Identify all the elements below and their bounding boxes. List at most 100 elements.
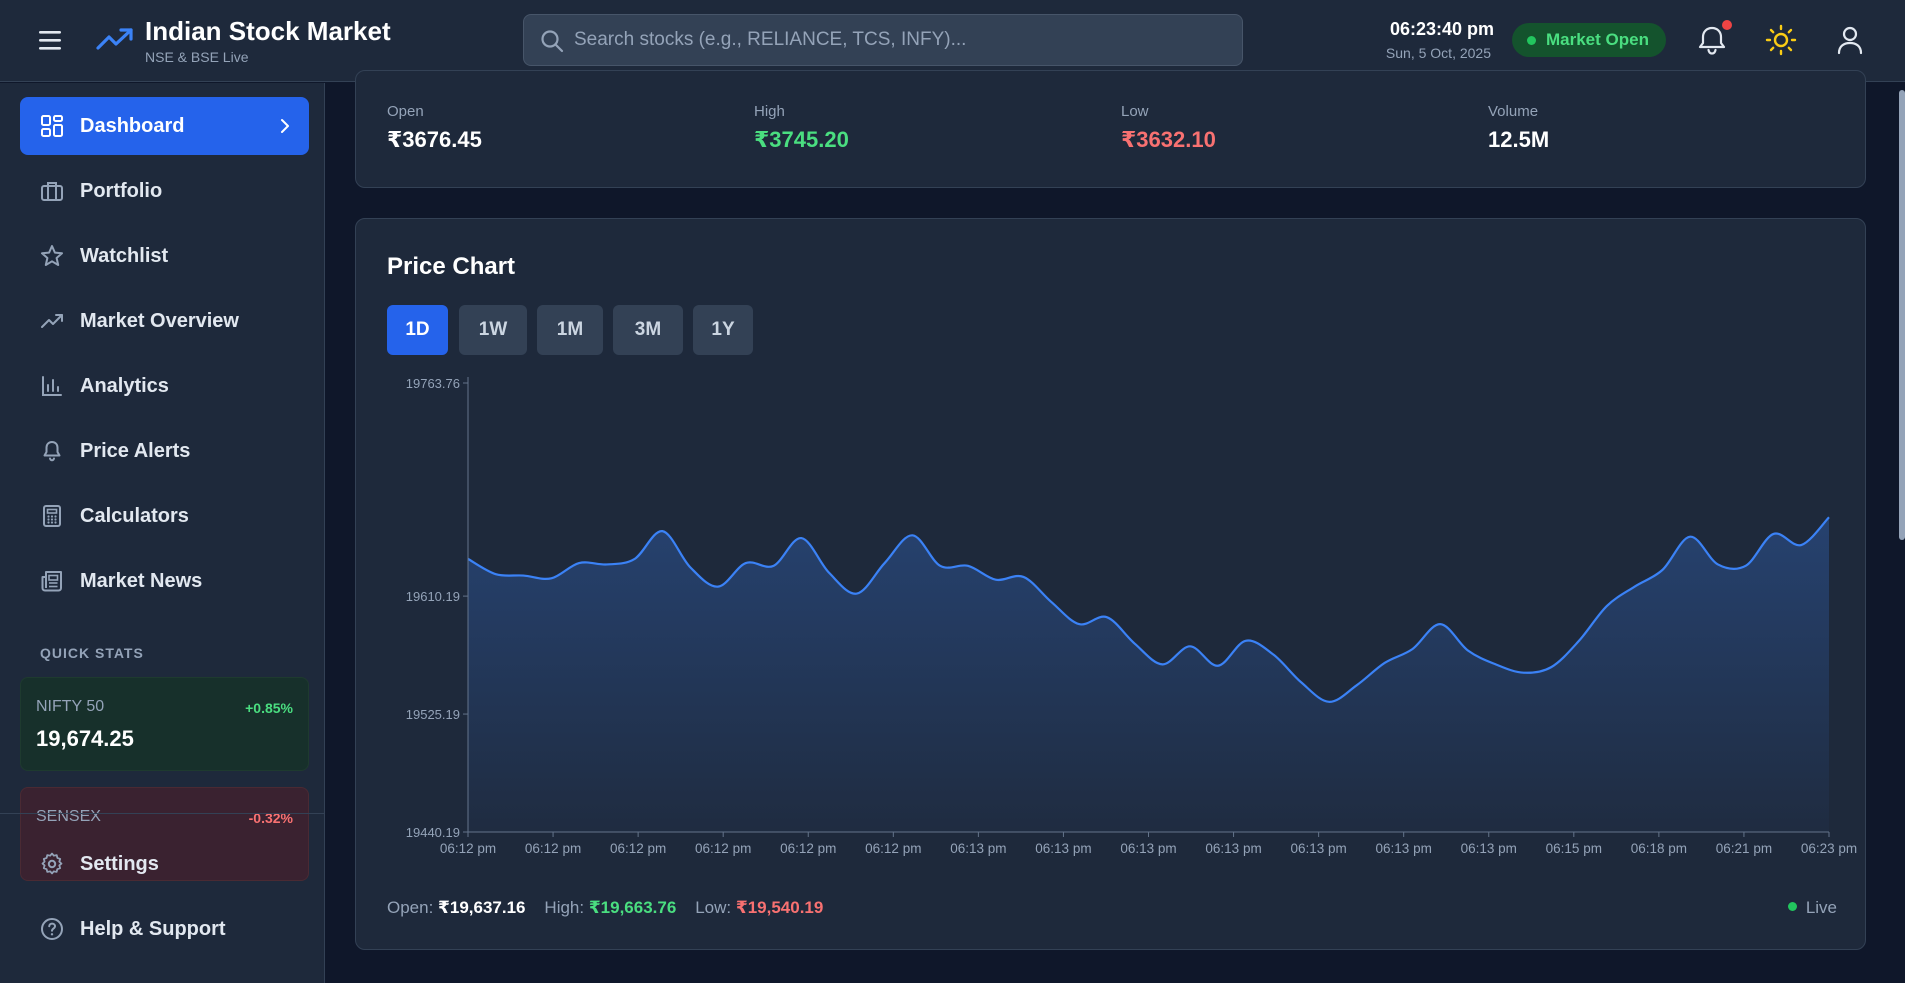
scrollbar-thumb[interactable]: [1899, 90, 1905, 540]
summary-low-value: ₹19,540.19: [735, 898, 824, 917]
market-status-label: Market Open: [1546, 30, 1649, 49]
stat-open: Open ₹3676.45: [387, 103, 482, 153]
sidebar-item-label: Dashboard: [80, 115, 185, 137]
current-date: Sun, 5 Oct, 2025: [1385, 45, 1491, 61]
x-tick-label: 06:12 pm: [865, 841, 921, 856]
sidebar-item-label: Portfolio: [80, 180, 163, 202]
range-button-1d[interactable]: 1D: [387, 305, 448, 355]
search-input[interactable]: [574, 15, 1234, 65]
range-button-1w[interactable]: 1W: [459, 305, 527, 355]
help-circle-icon: [41, 918, 63, 940]
menu-icon[interactable]: [36, 27, 64, 53]
x-tick-label: 06:12 pm: [440, 841, 496, 856]
briefcase-icon: [41, 182, 63, 201]
x-tick-label: 06:23 pm: [1801, 841, 1857, 856]
stat-volume: Volume 12.5M: [1488, 103, 1549, 153]
live-label: Live: [1805, 898, 1837, 917]
quick-stat-change: -0.32%: [248, 810, 293, 826]
sidebar: Dashboard Portfolio Watchlist Market Ove…: [0, 83, 325, 983]
quick-stats-heading: QUICK STATS: [40, 645, 144, 661]
sidebar-item-help-support[interactable]: Help & Support: [20, 900, 309, 958]
sidebar-item-label: Price Alerts: [80, 440, 191, 462]
summary-high-label: High:: [544, 898, 585, 917]
x-tick-label: 06:12 pm: [780, 841, 836, 856]
quick-stat-nifty[interactable]: NIFTY 50 +0.85% 19,674.25: [20, 677, 309, 771]
sidebar-item-analytics[interactable]: Analytics: [20, 357, 309, 415]
range-button-3m[interactable]: 3M: [613, 305, 683, 355]
x-tick-label: 06:13 pm: [1376, 841, 1432, 856]
sidebar-item-dashboard[interactable]: Dashboard: [20, 97, 309, 155]
y-tick-label: 19610.19: [406, 589, 460, 604]
sidebar-item-label: Settings: [80, 853, 159, 875]
summary-low-label: Low:: [695, 898, 732, 917]
newspaper-icon: [41, 571, 62, 592]
sidebar-item-calculators[interactable]: Calculators: [20, 487, 309, 545]
stat-value: 12.5M: [1488, 127, 1550, 152]
stat-high: High ₹3745.20: [754, 103, 849, 153]
stat-low: Low ₹3632.10: [1121, 103, 1216, 153]
brand-title: Indian Stock Market: [145, 16, 391, 46]
sidebar-item-label: Calculators: [80, 505, 189, 527]
live-indicator: Live: [1787, 898, 1837, 918]
chart-title: Price Chart: [387, 253, 516, 280]
chart-summary: Open: ₹19,637.16 High: ₹19,663.76 Low: ₹…: [387, 898, 823, 918]
x-tick-label: 06:13 pm: [950, 841, 1006, 856]
x-tick-label: 06:12 pm: [695, 841, 751, 856]
live-dot: [1787, 902, 1797, 911]
sidebar-item-settings[interactable]: Settings: [20, 835, 309, 893]
sidebar-item-label: Watchlist: [80, 245, 169, 267]
stat-label: Low: [1121, 103, 1149, 120]
summary-open-label: Open:: [387, 898, 434, 917]
trending-up-icon: [96, 28, 133, 50]
theme-toggle-button[interactable]: [1761, 20, 1801, 60]
range-button-1m[interactable]: 1M: [537, 305, 603, 355]
x-tick-label: 06:13 pm: [1290, 841, 1346, 856]
sidebar-item-market-overview[interactable]: Market Overview: [20, 292, 309, 350]
sidebar-item-label: Market News: [80, 570, 203, 592]
range-button-1y[interactable]: 1Y: [693, 305, 753, 355]
stock-stats-card: Open ₹3676.45 High ₹3745.20 Low ₹3632.10…: [355, 70, 1866, 188]
sidebar-item-market-news[interactable]: Market News: [20, 552, 309, 610]
x-tick-label: 06:13 pm: [1461, 841, 1517, 856]
summary-high-value: ₹19,663.76: [588, 898, 677, 917]
x-tick-label: 06:21 pm: [1716, 841, 1772, 856]
y-tick-label: 19440.19: [406, 825, 460, 840]
x-tick-label: 06:15 pm: [1546, 841, 1602, 856]
sidebar-item-price-alerts[interactable]: Price Alerts: [20, 422, 309, 480]
stat-value: ₹3745.20: [754, 127, 849, 152]
search-bar[interactable]: [523, 14, 1243, 66]
bell-icon: [43, 441, 61, 462]
current-time: 06:23:40 pm: [1389, 19, 1494, 39]
status-dot: [1527, 36, 1536, 45]
quick-stat-sensex[interactable]: SENSEX -0.32%: [20, 787, 309, 881]
price-chart-card: 19763.76 19610.19 19525.19 19440.19 06:12 pm…: [355, 218, 1866, 950]
sidebar-item-watchlist[interactable]: Watchlist: [20, 227, 309, 285]
chart-price-line: [467, 516, 1830, 703]
bar-chart-icon: [42, 376, 62, 396]
market-status-badge: Market Open: [1512, 23, 1666, 57]
stat-label: High: [754, 103, 785, 120]
quick-stat-name: SENSEX: [36, 808, 101, 825]
y-tick-label: 19525.19: [406, 707, 460, 722]
sun-icon: [1765, 24, 1797, 56]
x-tick-label: 06:12 pm: [610, 841, 666, 856]
notifications-button[interactable]: [1692, 20, 1732, 60]
sidebar-divider: [0, 813, 324, 814]
chart-area-fill: [468, 517, 1829, 832]
gear-icon: [41, 852, 63, 875]
brand-subtitle: NSE & BSE Live: [145, 49, 249, 65]
x-tick-label: 06:18 pm: [1631, 841, 1687, 856]
top-bar: Indian Stock Market NSE & BSE Live 06:23…: [0, 0, 1905, 82]
star-icon: [41, 245, 63, 266]
calculator-icon: [43, 505, 61, 527]
quick-stat-change: +0.85%: [245, 700, 293, 716]
quick-stats-list: NIFTY 50 +0.85% 19,674.25 SENSEX -0.32%: [0, 677, 324, 896]
y-tick-label: 19763.76: [406, 376, 460, 391]
sidebar-item-portfolio[interactable]: Portfolio: [20, 162, 309, 220]
profile-button[interactable]: [1830, 20, 1870, 60]
sidebar-item-label: Help & Support: [80, 918, 226, 940]
stat-value: ₹3632.10: [1121, 127, 1216, 152]
sidebar-item-label: Analytics: [80, 375, 169, 397]
x-tick-label: 06:12 pm: [525, 841, 581, 856]
